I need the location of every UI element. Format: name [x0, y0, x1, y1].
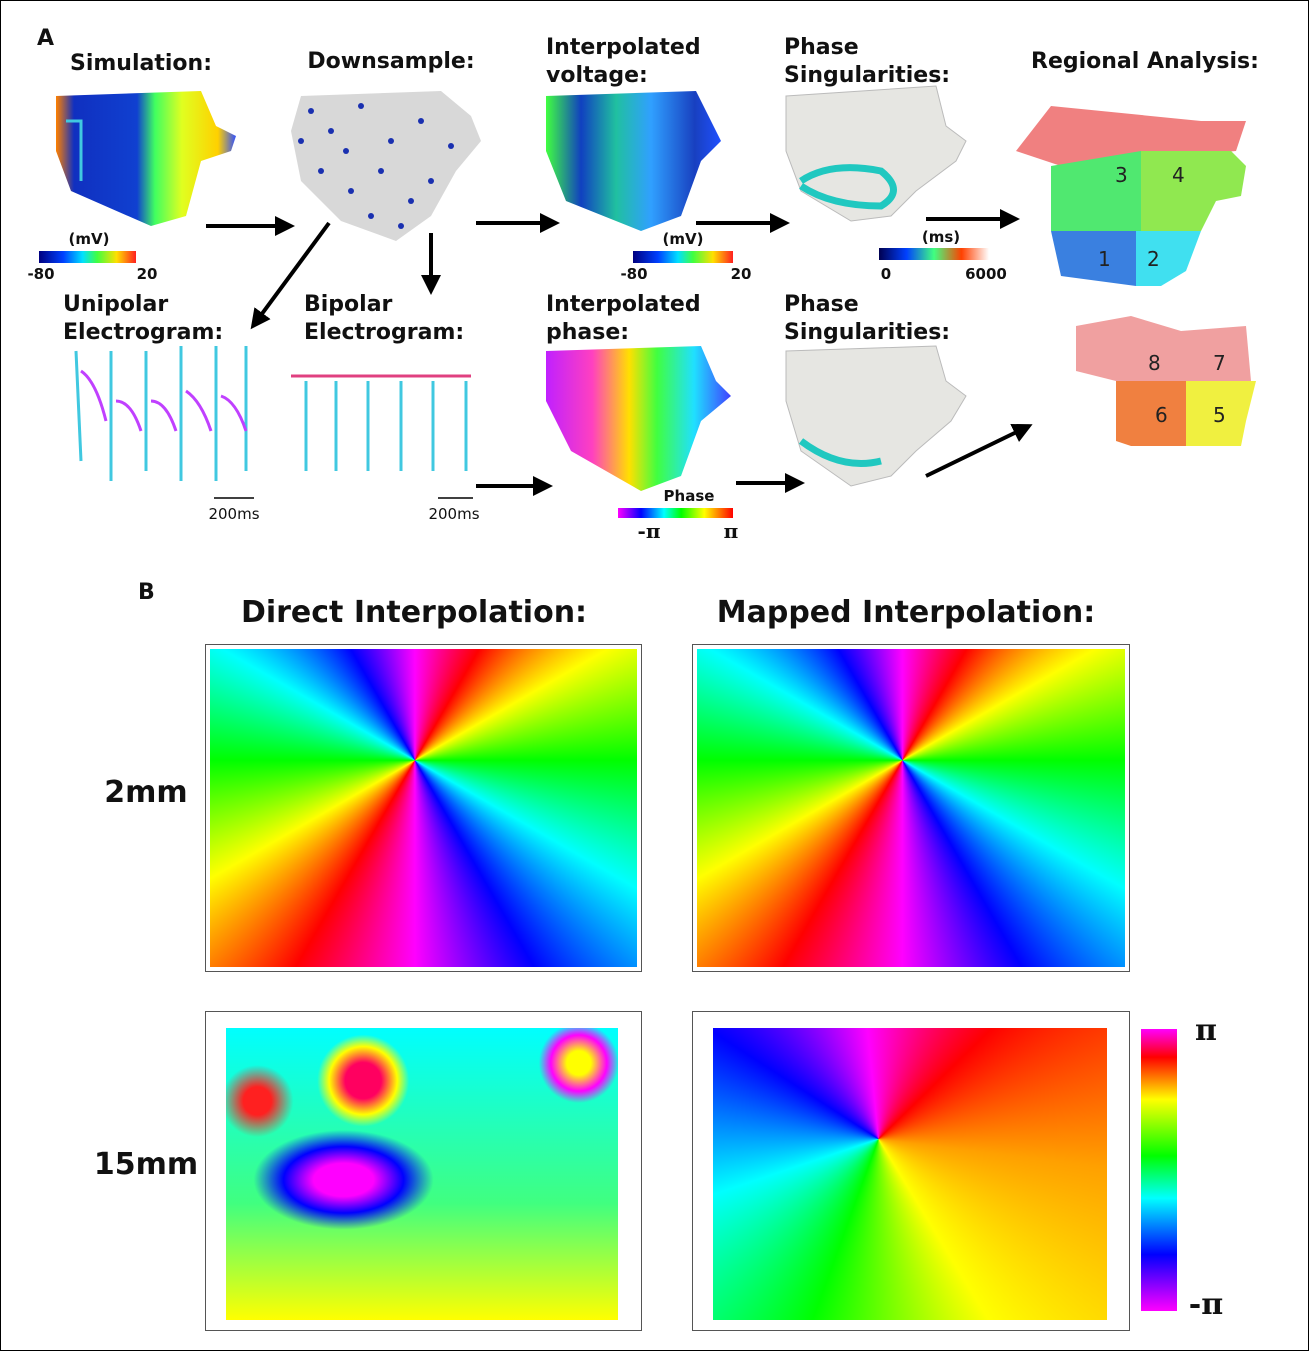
step-title: Singularities:	[784, 319, 950, 347]
colorbar-unit: (mV)	[69, 230, 110, 248]
colorbar-mv	[39, 251, 136, 263]
step-title: Phase	[784, 291, 859, 319]
colorbar-max: 6000	[965, 265, 1007, 283]
colorbar-ms	[879, 248, 989, 260]
step-title: Singularities:	[784, 62, 950, 90]
region-number: 7	[1213, 351, 1226, 375]
step-title: Electrogram:	[63, 319, 223, 347]
colorbar-unit: (ms)	[922, 228, 960, 246]
step-title: voltage:	[546, 62, 648, 90]
step-title: Regional Analysis:	[1031, 48, 1259, 76]
colorbar-min: -80	[620, 265, 647, 283]
map-frame	[205, 1011, 642, 1331]
region-number: 2	[1147, 247, 1160, 271]
mapped-2mm	[697, 649, 1125, 967]
panel-letter: A	[37, 25, 54, 53]
region-2	[1136, 231, 1201, 286]
colorbar-max: π	[1195, 1017, 1217, 1045]
figure: A Simulation: Downsample: Interpolated v…	[0, 0, 1309, 1351]
colorbar-mv	[633, 251, 733, 263]
step-title: phase:	[546, 319, 629, 347]
region-number: 4	[1172, 163, 1185, 187]
step-title: Electrogram:	[304, 319, 464, 347]
colorbar-phase-b	[1141, 1029, 1177, 1311]
heart-phase	[546, 346, 731, 491]
step-title: Interpolated	[546, 34, 701, 62]
colorbar-max: 20	[137, 265, 158, 283]
step-title: Simulation:	[70, 50, 212, 78]
map-frame	[205, 644, 642, 972]
colorbar-min: -80	[27, 265, 54, 283]
scale-label: 200ms	[208, 505, 259, 523]
row-label: 15mm	[94, 1151, 198, 1179]
heart-ps-top	[786, 86, 966, 221]
region-number: 5	[1213, 403, 1226, 427]
mapped-15mm	[713, 1028, 1107, 1320]
region-number: 6	[1155, 403, 1168, 427]
region-number: 1	[1098, 247, 1111, 271]
heart-downsample	[291, 91, 481, 241]
column-title: Mapped Interpolation:	[717, 599, 1096, 627]
map-frame	[692, 644, 1130, 972]
step-title: Phase	[784, 34, 859, 62]
direct-2mm	[210, 649, 637, 967]
region-number: 3	[1115, 163, 1128, 187]
step-title: Bipolar	[304, 291, 392, 319]
colorbar-min: 0	[881, 265, 891, 283]
colorbar-title: Phase	[664, 487, 715, 505]
region-1	[1051, 231, 1136, 286]
scale-label: 200ms	[428, 505, 479, 523]
step-title: Interpolated	[546, 291, 701, 319]
colorbar-max: π	[724, 519, 739, 543]
step-title: Unipolar	[63, 291, 168, 319]
region-4	[1141, 151, 1246, 231]
column-title: Direct Interpolation:	[241, 599, 587, 627]
heart-simulation	[56, 91, 236, 226]
direct-15mm	[226, 1028, 618, 1320]
map-frame	[692, 1011, 1130, 1331]
bipolar-traces	[291, 376, 471, 471]
heart-voltage	[546, 91, 721, 231]
colorbar-max: 20	[731, 265, 752, 283]
colorbar-min: -π	[1189, 1291, 1223, 1319]
colorbar-unit: (mV)	[663, 230, 704, 248]
row-label: 2mm	[104, 779, 187, 807]
region-number: 8	[1148, 351, 1161, 375]
colorbar-min: -π	[638, 519, 661, 543]
step-title: Downsample:	[307, 48, 474, 76]
region-6	[1116, 381, 1186, 446]
panel-letter: B	[138, 579, 155, 607]
colorbar-phase	[618, 508, 733, 518]
